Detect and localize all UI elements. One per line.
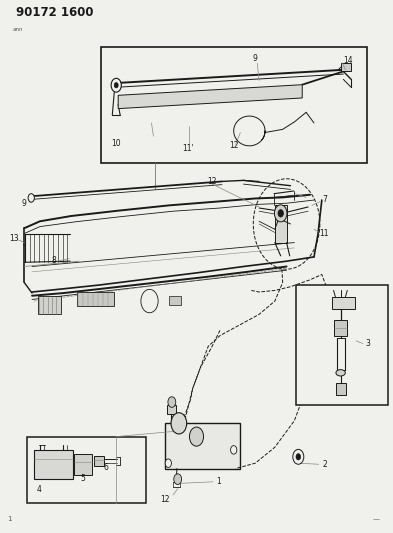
Text: 12: 12 — [230, 141, 239, 150]
Circle shape — [296, 454, 301, 460]
Text: 1: 1 — [216, 478, 221, 486]
Text: 12: 12 — [160, 495, 170, 504]
Text: 3: 3 — [365, 339, 371, 348]
Text: 7: 7 — [323, 195, 327, 204]
Text: 13: 13 — [9, 235, 19, 244]
Ellipse shape — [336, 369, 345, 376]
Circle shape — [231, 446, 237, 454]
Circle shape — [174, 474, 182, 484]
Text: 90172 1600: 90172 1600 — [17, 6, 94, 19]
Bar — [275, 205, 286, 243]
Circle shape — [293, 449, 304, 464]
Text: 12: 12 — [208, 177, 217, 186]
Circle shape — [165, 459, 171, 467]
Bar — [169, 296, 181, 305]
Bar — [28, 437, 145, 503]
Text: 11: 11 — [320, 229, 329, 238]
Bar — [296, 285, 388, 405]
Bar — [332, 297, 355, 309]
Bar — [34, 450, 73, 479]
Bar — [342, 63, 351, 71]
Text: 9: 9 — [22, 199, 27, 208]
Text: 5: 5 — [81, 474, 85, 482]
Text: 9: 9 — [252, 54, 257, 62]
Circle shape — [168, 397, 176, 407]
Bar — [94, 456, 105, 466]
Bar — [74, 454, 92, 475]
Bar — [167, 405, 176, 414]
Bar — [77, 292, 114, 306]
Circle shape — [189, 427, 204, 446]
Text: —: — — [373, 516, 380, 522]
Text: 6: 6 — [103, 463, 108, 472]
Bar — [101, 47, 367, 163]
Text: 1: 1 — [7, 516, 11, 522]
Text: 4: 4 — [36, 485, 41, 494]
Circle shape — [111, 78, 121, 92]
Text: 8: 8 — [51, 256, 56, 264]
Circle shape — [114, 83, 118, 88]
Bar — [165, 423, 240, 469]
Text: ann: ann — [13, 27, 23, 33]
Polygon shape — [118, 85, 302, 109]
Circle shape — [171, 413, 187, 434]
Circle shape — [274, 205, 287, 222]
Bar — [336, 383, 346, 395]
Circle shape — [28, 193, 34, 202]
Text: 10: 10 — [111, 139, 121, 148]
Bar — [334, 320, 347, 336]
Text: 14: 14 — [343, 56, 353, 64]
Text: 11': 11' — [182, 144, 194, 153]
Text: 2: 2 — [323, 461, 327, 469]
Circle shape — [278, 209, 283, 217]
Bar — [38, 296, 61, 314]
Circle shape — [141, 289, 158, 313]
